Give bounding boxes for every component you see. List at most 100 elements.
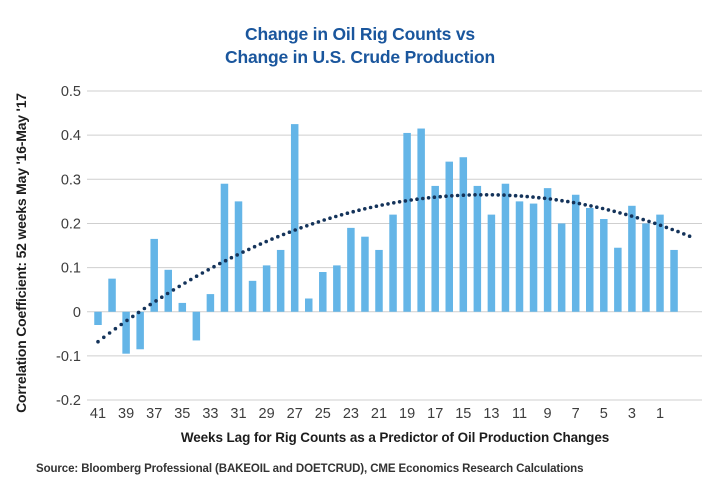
trend-dot bbox=[392, 201, 396, 205]
trend-dot bbox=[276, 234, 280, 239]
trend-dot bbox=[328, 216, 332, 220]
trend-dot bbox=[380, 203, 385, 207]
chart-title: Change in Oil Rig Counts vs Change in U.… bbox=[0, 23, 720, 69]
bar-week-14 bbox=[473, 185, 482, 312]
trend-dot bbox=[235, 253, 239, 257]
trend-dot bbox=[560, 198, 564, 203]
trend-dot bbox=[519, 194, 524, 198]
trend-dot bbox=[600, 206, 605, 211]
x-tick-label-3: 3 bbox=[628, 406, 636, 422]
bar-week-16 bbox=[445, 161, 453, 312]
bar-week-32 bbox=[220, 183, 229, 312]
trend-dot bbox=[131, 314, 135, 319]
trend-dot bbox=[206, 268, 210, 272]
y-tick-label--0.2: -0.2 bbox=[56, 393, 81, 409]
trend-dot bbox=[183, 281, 187, 285]
trend-dot bbox=[218, 261, 222, 266]
x-tick-label-11: 11 bbox=[512, 406, 527, 422]
bar-week-30 bbox=[248, 280, 257, 312]
y-tick-label--0.1: -0.1 bbox=[56, 349, 81, 365]
trend-dot bbox=[165, 291, 170, 296]
bar-week-41 bbox=[94, 311, 102, 325]
x-tick-label-29: 29 bbox=[259, 406, 275, 422]
trend-dot bbox=[484, 193, 489, 197]
trend-dot bbox=[345, 211, 350, 215]
bar-week-27 bbox=[290, 124, 299, 312]
x-tick-label-23: 23 bbox=[343, 406, 359, 422]
trend-dot bbox=[171, 288, 176, 292]
trend-dot bbox=[409, 198, 414, 202]
bar-week-12 bbox=[501, 183, 510, 312]
trend-dot bbox=[502, 193, 506, 197]
trend-dot bbox=[334, 214, 338, 219]
x-axis-title: Weeks Lag for Rig Counts as a Predictor … bbox=[180, 430, 610, 445]
trend-dot bbox=[322, 218, 327, 222]
y-tick-label-0.3: 0.3 bbox=[61, 172, 81, 188]
y-tick-label-0.5: 0.5 bbox=[61, 84, 81, 100]
trend-dot bbox=[664, 225, 669, 230]
trend-dot bbox=[473, 193, 477, 197]
x-tick-label-33: 33 bbox=[202, 406, 218, 422]
x-tick-label-17: 17 bbox=[427, 406, 443, 422]
x-tick-label-41: 41 bbox=[90, 406, 106, 422]
x-tick-label-19: 19 bbox=[399, 406, 415, 422]
bar-week-22 bbox=[361, 236, 369, 312]
bar-week-19 bbox=[403, 132, 411, 312]
trend-dot bbox=[461, 193, 466, 197]
bar-week-18 bbox=[417, 128, 425, 312]
bar-week-34 bbox=[192, 311, 201, 341]
x-tick-label-5: 5 bbox=[600, 406, 608, 422]
x-tick-label-31: 31 bbox=[230, 406, 246, 422]
bar-week-23 bbox=[347, 227, 355, 312]
bar-week-0 bbox=[670, 249, 678, 312]
trend-dot bbox=[154, 299, 158, 303]
x-tick-label-39: 39 bbox=[118, 406, 134, 422]
trend-dot bbox=[653, 221, 657, 226]
y-tick-label-0.1: 0.1 bbox=[61, 261, 81, 277]
trend-dot bbox=[316, 220, 321, 224]
trend-dot bbox=[148, 302, 152, 307]
x-tick-label-1: 1 bbox=[656, 406, 664, 422]
x-tick-label-9: 9 bbox=[544, 406, 552, 422]
bar-week-15 bbox=[459, 157, 468, 312]
trend-dot bbox=[287, 230, 292, 234]
bar-week-33 bbox=[206, 294, 215, 312]
trend-dot bbox=[537, 195, 541, 200]
trend-dot bbox=[310, 222, 315, 226]
bar-week-5 bbox=[600, 219, 608, 312]
trend-dot bbox=[444, 194, 448, 198]
trend-dot bbox=[508, 193, 512, 198]
trend-dot bbox=[102, 335, 106, 340]
trend-dot bbox=[421, 196, 425, 201]
trend-dot bbox=[624, 212, 628, 217]
x-tick-label-15: 15 bbox=[455, 406, 471, 422]
trend-dot bbox=[160, 295, 164, 300]
x-tick-label-35: 35 bbox=[174, 406, 190, 422]
chart-title-line1: Change in Oil Rig Counts vs bbox=[245, 24, 475, 44]
trend-dot bbox=[612, 209, 616, 214]
bar-week-38 bbox=[136, 311, 144, 350]
trend-dot bbox=[438, 194, 443, 199]
trend-dot bbox=[136, 310, 141, 315]
bar-week-9 bbox=[543, 188, 552, 312]
trend-dot bbox=[566, 199, 570, 204]
y-tick-label-0.4: 0.4 bbox=[61, 128, 81, 144]
trend-dot bbox=[293, 228, 298, 232]
bar-week-40 bbox=[108, 278, 116, 312]
bar-week-29 bbox=[262, 265, 271, 312]
trend-dot bbox=[229, 255, 234, 260]
bar-week-25 bbox=[319, 272, 327, 312]
chart-title-line2: Change in U.S. Crude Production bbox=[225, 47, 495, 67]
trend-dot bbox=[107, 331, 112, 335]
bar-week-24 bbox=[333, 265, 341, 312]
trend-dot bbox=[212, 264, 216, 269]
bar-week-21 bbox=[375, 249, 383, 312]
trend-dot bbox=[252, 244, 257, 249]
trend-dot bbox=[241, 250, 245, 254]
trend-dot bbox=[687, 234, 692, 238]
bar-week-6 bbox=[586, 208, 594, 312]
trend-dot bbox=[658, 223, 663, 228]
source-note: Source: Bloomberg Professional (BAKEOIL … bbox=[36, 463, 584, 475]
